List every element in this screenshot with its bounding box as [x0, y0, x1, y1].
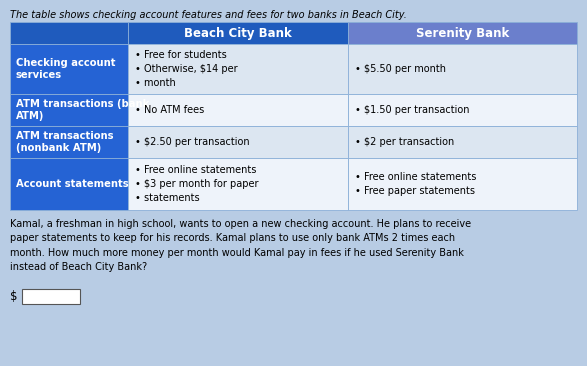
Text: Checking account
services: Checking account services	[16, 58, 116, 80]
Text: • Free online statements
• Free paper statements: • Free online statements • Free paper st…	[355, 172, 477, 196]
Bar	[348, 94, 577, 126]
Text: • $2.50 per transaction: • $2.50 per transaction	[135, 137, 249, 147]
Bar	[10, 158, 128, 210]
Text: Serenity Bank: Serenity Bank	[416, 26, 509, 40]
Text: • $1.50 per transaction: • $1.50 per transaction	[355, 105, 470, 115]
Bar	[348, 158, 577, 210]
Text: ATM transactions (bank
ATM): ATM transactions (bank ATM)	[16, 99, 149, 121]
Bar	[128, 22, 348, 44]
Text: • Free online statements
• $3 per month for paper
• statements: • Free online statements • $3 per month …	[135, 165, 258, 203]
Text: Kamal, a freshman in high school, wants to open a new checking account. He plans: Kamal, a freshman in high school, wants …	[10, 219, 471, 272]
Bar	[128, 44, 348, 94]
Text: • $5.50 per month: • $5.50 per month	[355, 64, 446, 74]
Bar	[10, 44, 128, 94]
Text: • No ATM fees: • No ATM fees	[135, 105, 204, 115]
Text: • Free for students
• Otherwise, $14 per
• month: • Free for students • Otherwise, $14 per…	[135, 51, 238, 87]
Bar	[348, 22, 577, 44]
Bar	[348, 126, 577, 158]
Bar	[128, 126, 348, 158]
Bar	[128, 158, 348, 210]
Bar	[128, 94, 348, 126]
Bar	[10, 126, 128, 158]
Text: ATM transactions
(nonbank ATM): ATM transactions (nonbank ATM)	[16, 131, 113, 153]
Text: $: $	[10, 290, 18, 303]
Bar	[10, 22, 128, 44]
Bar	[10, 94, 128, 126]
Text: The table shows checking account features and fees for two banks in Beach City.: The table shows checking account feature…	[10, 10, 407, 20]
Text: Beach City Bank: Beach City Bank	[184, 26, 292, 40]
Bar	[22, 289, 80, 304]
Bar	[348, 44, 577, 94]
Text: Account statements: Account statements	[16, 179, 129, 189]
Text: • $2 per transaction: • $2 per transaction	[355, 137, 454, 147]
